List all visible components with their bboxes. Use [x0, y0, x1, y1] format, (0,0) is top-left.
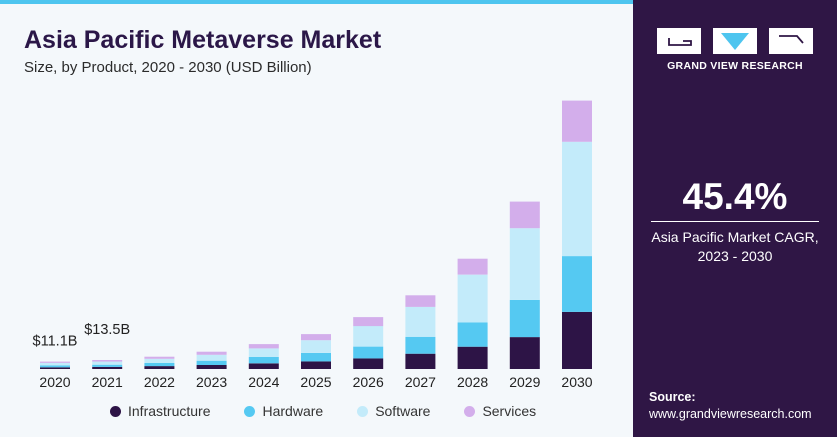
- bar-segment-infrastructure-2020: [40, 367, 70, 369]
- bar-segment-services-2028: [457, 258, 488, 275]
- bar-segment-services-2021: [92, 360, 123, 362]
- bar-segment-services-2029: [509, 201, 540, 229]
- bar-segment-services-2022: [144, 356, 175, 359]
- bar-segment-infrastructure-2030: [562, 311, 592, 369]
- legend-swatch-hardware: [244, 405, 256, 417]
- cagr-value: 45.4%: [682, 176, 788, 217]
- x-tick-label: 2021: [92, 374, 123, 390]
- bar-segment-software-2029: [509, 228, 540, 300]
- chart-subtitle: Size, by Product, 2020 - 2030 (USD Billi…: [24, 59, 312, 76]
- x-tick-label: 2027: [405, 374, 436, 390]
- bar-segment-hardware-2021: [92, 364, 123, 367]
- legend-item-hardware: Hardware: [244, 403, 323, 419]
- bar-segment-software-2024: [248, 348, 279, 357]
- bar-segment-hardware-2030: [562, 256, 592, 312]
- bar-segment-software-2028: [457, 274, 488, 323]
- grand-view-research-logo: [657, 28, 813, 54]
- chart-legend: Infrastructure Hardware Software Service…: [110, 403, 536, 419]
- legend-label-services: Services: [482, 403, 537, 419]
- cagr-divider: [651, 221, 819, 222]
- bar-segment-services-2026: [353, 317, 384, 327]
- legend-item-infrastructure: Infrastructure: [110, 403, 210, 419]
- legend-swatch-infrastructure: [110, 405, 121, 417]
- cagr-label-line1: Asia Pacific Market CAGR,: [651, 229, 819, 245]
- bar-segment-infrastructure-2023: [196, 365, 227, 369]
- bar-segment-software-2027: [405, 306, 436, 337]
- bar-segment-services-2024: [248, 344, 279, 349]
- cagr-label-line2: 2023 - 2030: [697, 248, 773, 264]
- cagr-label: Asia Pacific Market CAGR, 2023 - 2030: [633, 228, 837, 266]
- bar-segment-services-2025: [301, 334, 331, 341]
- bar-segment-infrastructure-2021: [92, 366, 123, 369]
- bar-segment-hardware-2023: [196, 360, 227, 365]
- bar-segment-software-2020: [40, 363, 70, 366]
- x-tick-label: 2020: [39, 374, 70, 390]
- legend-label-software: Software: [375, 403, 431, 419]
- bar-segment-software-2021: [92, 361, 123, 365]
- bar-segment-software-2030: [562, 141, 592, 257]
- bar-segment-software-2022: [144, 358, 175, 363]
- bar-segment-hardware-2027: [405, 336, 436, 354]
- bar-segment-infrastructure-2022: [144, 366, 175, 369]
- x-tick-label: 2030: [561, 374, 592, 390]
- bar-segment-infrastructure-2026: [353, 358, 384, 369]
- legend-swatch-software: [357, 405, 369, 417]
- x-tick-label: 2022: [144, 374, 175, 390]
- x-tick-label: 2026: [353, 374, 384, 390]
- legend-label-hardware: Hardware: [262, 403, 324, 419]
- legend-item-services: Services: [464, 403, 536, 419]
- sidebar-panel: GRAND VIEW RESEARCH 45.4% Asia Pacific M…: [633, 0, 837, 437]
- legend-label-infrastructure: Infrastructure: [128, 403, 211, 419]
- bar-segment-hardware-2029: [509, 299, 540, 338]
- bar-segment-software-2025: [301, 340, 331, 353]
- x-tick-label: 2029: [509, 374, 540, 390]
- x-tick-label: 2025: [300, 374, 331, 390]
- source-title: Source:: [649, 390, 696, 404]
- x-tick-label: 2024: [248, 374, 279, 390]
- stacked-bar-chart: 2020 2021 2022 2023 2024 2025 2026 2027 2028 2029…: [33, 100, 593, 390]
- brand-name: GRAND VIEW RESEARCH: [667, 60, 803, 72]
- bar-segment-services-2020: [40, 361, 70, 363]
- bar-segment-infrastructure-2024: [248, 363, 279, 369]
- bar-annotation-2020: $11.1B: [33, 334, 78, 350]
- chart-title: Asia Pacific Metaverse Market: [24, 26, 382, 54]
- bar-segment-infrastructure-2025: [301, 361, 331, 369]
- legend-swatch-services: [464, 405, 476, 417]
- x-tick-label: 2028: [457, 374, 488, 390]
- bar-segment-software-2026: [353, 326, 384, 347]
- legend-item-software: Software: [357, 403, 430, 419]
- bar-segment-services-2027: [405, 295, 436, 307]
- bar-segment-software-2023: [196, 354, 227, 361]
- bar-segment-infrastructure-2028: [457, 346, 488, 369]
- source-url[interactable]: www.grandviewresearch.com: [649, 407, 812, 421]
- bar-segment-infrastructure-2027: [405, 353, 436, 369]
- bar-segment-hardware-2025: [301, 352, 331, 362]
- bar-segment-hardware-2028: [457, 322, 488, 347]
- bar-annotation-2021: $13.5B: [84, 322, 130, 338]
- bar-segment-hardware-2020: [40, 365, 70, 368]
- bar-segment-services-2023: [196, 351, 227, 355]
- bar-segment-hardware-2022: [144, 363, 175, 367]
- bar-segment-services-2030: [562, 100, 592, 142]
- bar-segment-hardware-2024: [248, 357, 279, 364]
- bar-segment-infrastructure-2029: [509, 337, 540, 369]
- x-tick-label: 2023: [196, 374, 227, 390]
- bar-segment-hardware-2026: [353, 346, 384, 359]
